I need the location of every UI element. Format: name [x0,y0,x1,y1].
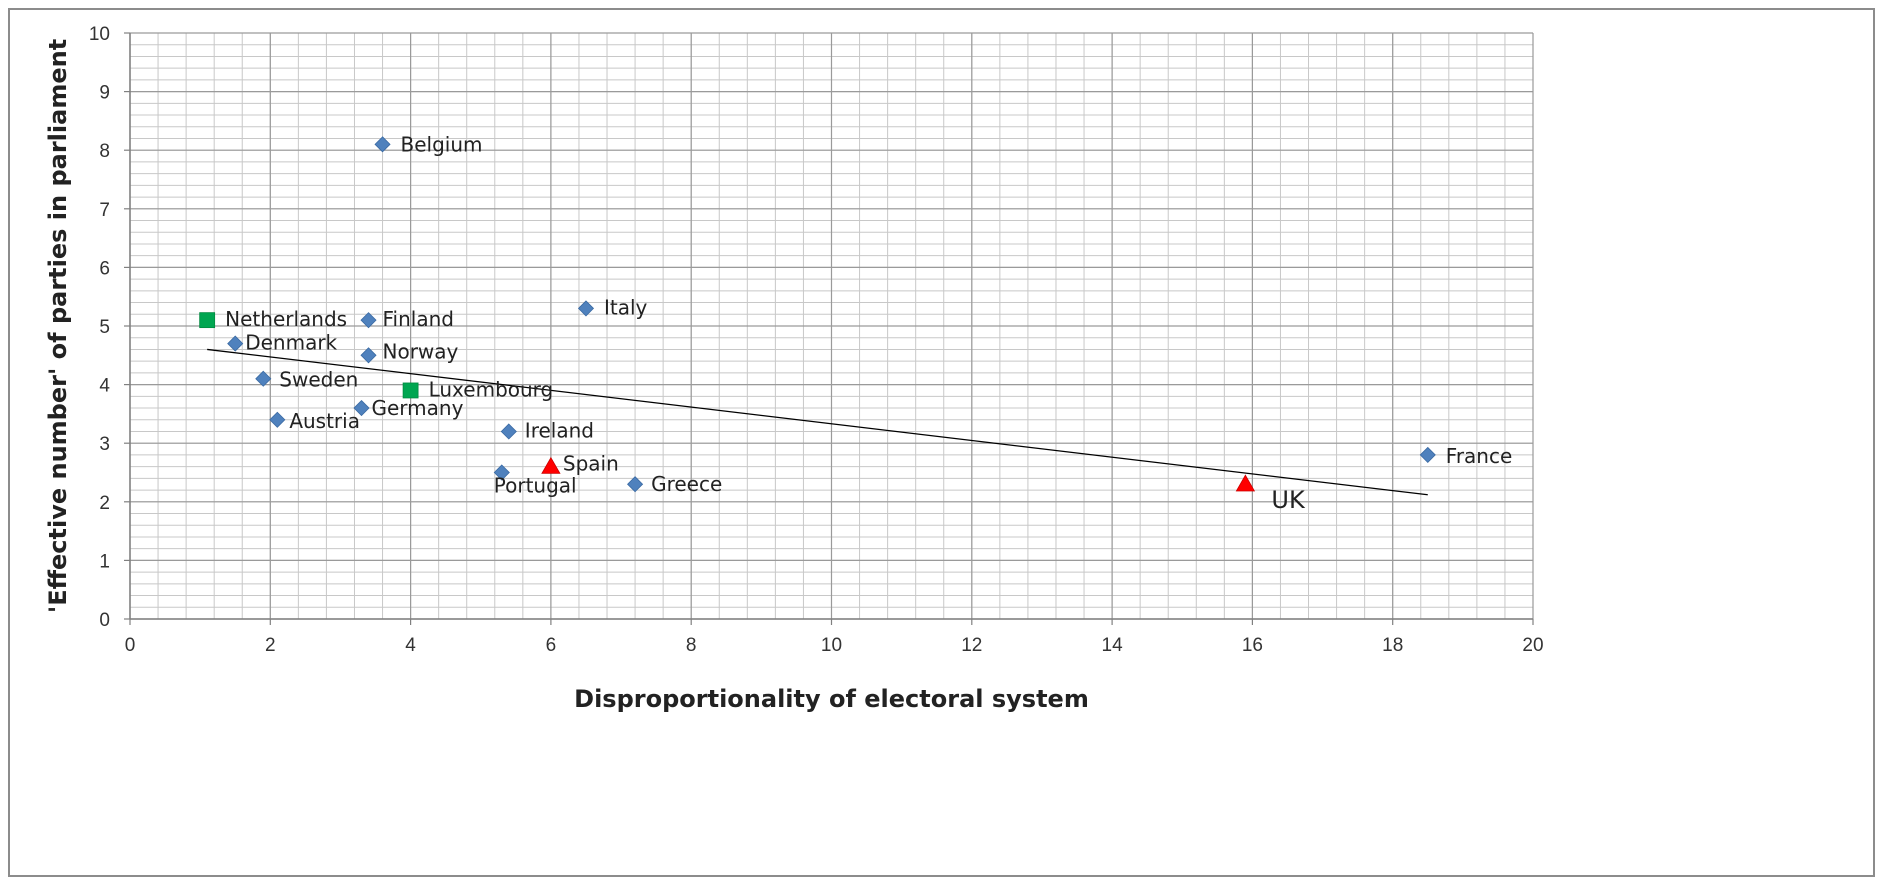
chart-frame: 0 2 4 6 8 10 12 14 16 18 20 0 1 2 3 4 5 6 7 8 9 10 Belgium Ne… [8,8,1875,877]
marker-germany [353,399,370,417]
y-tick-label: 7 [99,200,110,221]
marker-france [1419,446,1436,463]
marker-uk [1235,474,1256,492]
y-tick-label: 1 [99,551,110,572]
marker-portugal [493,464,510,481]
marker-belgium [374,136,391,153]
marker-sweden [255,370,272,387]
marker-austria [269,411,286,428]
y-tick-label: 2 [99,493,110,514]
x-tick-label: 0 [125,635,136,656]
label-uk: UK [1271,486,1306,514]
label-denmark: Denmark [245,331,337,355]
label-ireland: Ireland [525,418,594,442]
y-tick-labels: 0 1 2 3 4 5 6 7 8 9 10 [89,24,130,631]
label-sweden: Sweden [279,368,358,392]
x-tick-label: 6 [546,635,557,656]
marker-spain [541,456,561,474]
label-netherlands: Netherlands [225,307,347,331]
marker-norway [360,347,377,364]
label-finland: Finland [383,307,454,331]
marker-greece [627,476,644,493]
data-markers [199,136,1436,493]
y-tick-label: 8 [99,141,110,162]
label-luxembourg: Luxembourg [429,377,554,401]
y-tick-label: 10 [89,24,110,45]
label-spain: Spain [563,452,619,476]
y-tick-label: 0 [99,610,110,631]
x-tick-labels: 0 2 4 6 8 10 12 14 16 18 20 [125,619,1544,656]
data-labels: Belgium Netherlands Finland Italy Denmark Nor… [225,132,1512,514]
y-axis-title: 'Effective number' of parties in parliam… [44,39,72,613]
x-tick-label: 10 [821,635,842,656]
y-tick-label: 3 [99,434,110,455]
label-belgium: Belgium [401,132,483,156]
y-tick-label: 6 [99,258,110,279]
label-austria: Austria [289,409,360,433]
marker-finland [360,312,377,329]
marker-netherlands [199,312,216,329]
label-norway: Norway [383,339,459,363]
marker-ireland [500,423,517,440]
x-tick-label: 14 [1102,635,1124,656]
y-tick-label: 5 [99,317,110,338]
x-tick-label: 8 [686,635,697,656]
marker-luxembourg [402,382,419,399]
label-france: France [1446,444,1513,468]
x-tick-label: 18 [1382,635,1403,656]
label-italy: Italy [604,295,648,319]
x-tick-label: 4 [405,635,416,656]
x-tick-label: 2 [265,635,276,656]
x-tick-label: 12 [961,635,982,656]
y-tick-label: 4 [99,376,110,397]
y-tick-label: 9 [99,83,110,104]
x-tick-label: 20 [1522,635,1543,656]
label-greece: Greece [651,472,722,496]
marker-italy [577,300,595,317]
trendline [207,348,1428,496]
label-portugal: Portugal [494,474,577,498]
x-tick-label: 16 [1242,635,1263,656]
x-axis-title: Disproportionality of electoral system [574,685,1089,713]
marker-denmark [227,335,244,352]
label-germany: Germany [371,396,463,420]
